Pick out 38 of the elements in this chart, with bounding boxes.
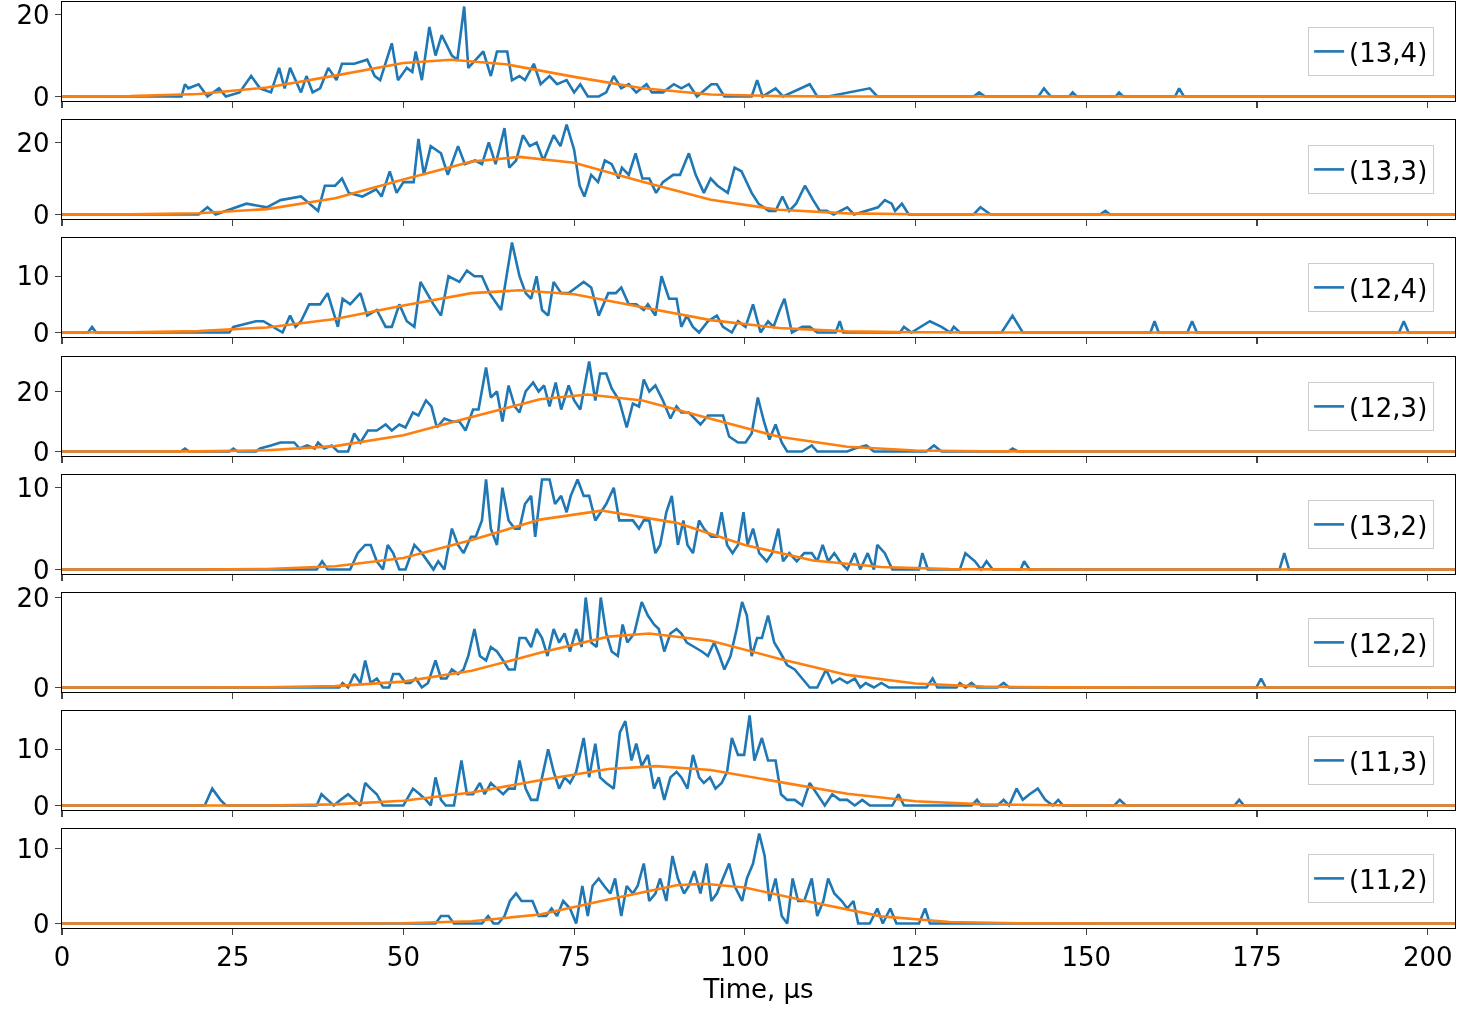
y-tick-label: 10 xyxy=(16,261,50,292)
y-tick-label: 20 xyxy=(16,582,50,613)
y-tick-label: 0 xyxy=(33,436,50,467)
line-series xyxy=(62,392,1455,453)
x-tick-label: 0 xyxy=(53,942,71,973)
x-tick-label: 75 xyxy=(557,942,591,973)
x-tick-label: 125 xyxy=(890,942,941,973)
x-tick-label: 200 xyxy=(1402,942,1453,973)
y-tick-label: 0 xyxy=(33,317,50,348)
y-tick-label: 20 xyxy=(16,127,50,158)
y-tick-label: 0 xyxy=(33,81,50,112)
x-tick-label: 150 xyxy=(1061,942,1112,973)
legend-label: (11,3) xyxy=(1349,746,1428,777)
y-tick-label: 20 xyxy=(16,376,50,407)
x-tick-label: 100 xyxy=(720,942,770,973)
line-series xyxy=(62,632,1455,689)
legend-label: (12,2) xyxy=(1349,628,1428,659)
legend-label: (12,4) xyxy=(1349,273,1428,304)
y-tick-label: 0 xyxy=(33,199,50,230)
y-tick-label: 0 xyxy=(33,672,50,703)
line-series xyxy=(62,155,1455,216)
x-axis-title: Time, μs xyxy=(702,974,814,1005)
y-tick-label: 20 xyxy=(16,0,50,30)
x-tick-label: 25 xyxy=(216,942,250,973)
line-series xyxy=(62,509,1455,571)
legend-label: (13,2) xyxy=(1349,510,1428,541)
legend-label: (13,3) xyxy=(1349,155,1428,186)
y-tick-label: 0 xyxy=(33,554,50,585)
y-tick-label: 0 xyxy=(33,908,50,939)
legend-label: (11,2) xyxy=(1349,864,1428,895)
x-tick-label: 175 xyxy=(1232,942,1282,973)
legend-label: (13,4) xyxy=(1349,37,1428,68)
y-tick-label: 10 xyxy=(16,833,50,864)
x-tick-label: 50 xyxy=(386,942,420,973)
y-tick-label: 0 xyxy=(33,790,50,821)
y-tick-label: 10 xyxy=(16,472,50,503)
y-tick-label: 10 xyxy=(16,734,50,765)
legend-label: (12,3) xyxy=(1349,392,1428,423)
